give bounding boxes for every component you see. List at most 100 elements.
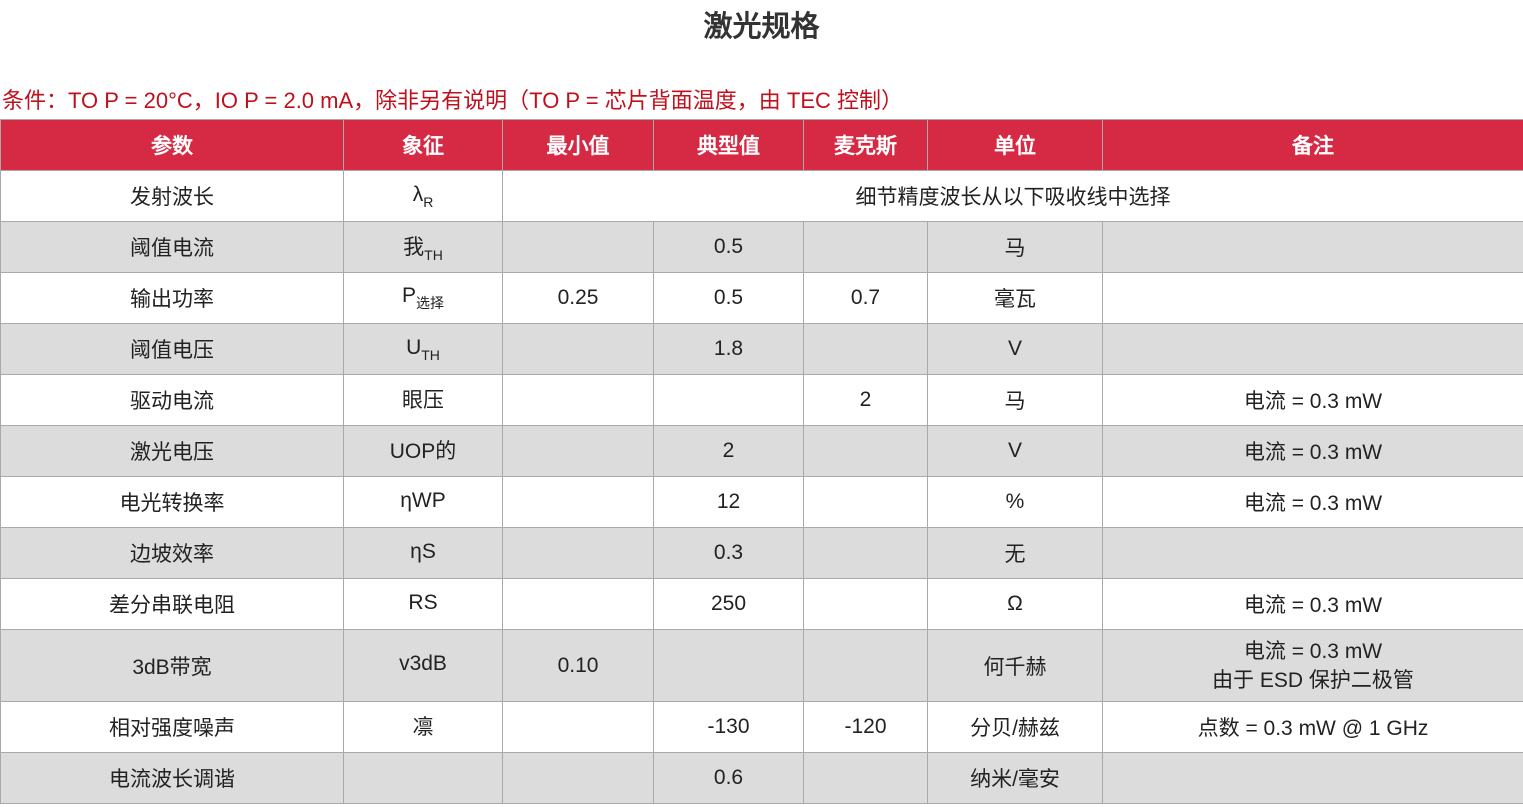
- cell-min: 0.25: [502, 272, 654, 324]
- table-row: 相对强度噪声 凛 -130 -120 分贝/赫兹 点数 = 0.3 mW @ 1…: [0, 701, 1523, 753]
- header-param: 参数: [0, 119, 344, 171]
- cell-typ: 0.3: [653, 527, 804, 579]
- cell-note: 电流 = 0.3 mW 由于 ESD 保护二极管: [1102, 629, 1523, 702]
- cell-typ: 250: [653, 578, 804, 630]
- symbol-main: ηWP: [400, 488, 446, 512]
- cell-typ: 0.5: [653, 221, 804, 273]
- cell-symbol: RS: [343, 578, 503, 630]
- cell-param: 驱动电流: [0, 374, 344, 426]
- symbol-main: 凛: [412, 716, 434, 739]
- table-row: 驱动电流 眼压 2 马 电流 = 0.3 mW: [0, 374, 1523, 426]
- cell-param: 差分串联电阻: [0, 578, 344, 630]
- cell-typ: 0.5: [653, 272, 804, 324]
- cell-note: 电流 = 0.3 mW: [1102, 425, 1523, 477]
- symbol-main: λ: [412, 182, 424, 206]
- symbol-subscript: 选择: [416, 294, 444, 311]
- cell-note: [1102, 323, 1523, 375]
- table-row: 激光电压 UOP的 2 V 电流 = 0.3 mW: [0, 425, 1523, 477]
- header-symbol: 象征: [343, 119, 503, 171]
- table-row: 输出功率 P选择 0.25 0.5 0.7 毫瓦: [0, 272, 1523, 324]
- cell-min: [502, 701, 654, 753]
- cell-symbol: P选择: [343, 272, 503, 324]
- cell-max: [803, 425, 928, 477]
- cell-unit: 无: [927, 527, 1103, 579]
- cell-param: 发射波长: [0, 170, 344, 222]
- symbol-main: 眼压: [402, 389, 444, 412]
- cell-note: 点数 = 0.3 mW @ 1 GHz: [1102, 701, 1523, 753]
- cell-min: [502, 425, 654, 477]
- cell-param: 电光转换率: [0, 476, 344, 528]
- cell-max: -120: [803, 701, 928, 753]
- cell-typ: [653, 374, 804, 426]
- header-max: 麦克斯: [803, 119, 928, 171]
- cell-typ: 2: [653, 425, 804, 477]
- note-line-1: 电流 = 0.3 mW: [1243, 639, 1383, 663]
- cell-max: [803, 476, 928, 528]
- cell-unit: 何千赫: [927, 629, 1103, 702]
- cell-param: 阈值电压: [0, 323, 344, 375]
- cell-note: 电流 = 0.3 mW: [1102, 476, 1523, 528]
- cell-note: [1102, 527, 1523, 579]
- symbol-main: ηS: [410, 539, 436, 563]
- cell-symbol: ηWP: [343, 476, 503, 528]
- cell-typ: 1.8: [653, 323, 804, 375]
- header-unit: 单位: [927, 119, 1103, 171]
- table-row: 电光转换率 ηWP 12 % 电流 = 0.3 mW: [0, 476, 1523, 528]
- cell-min: [502, 752, 654, 804]
- cell-symbol: UOP的: [343, 425, 503, 477]
- cell-typ: 12: [653, 476, 804, 528]
- cell-param: 边坡效率: [0, 527, 344, 579]
- cell-symbol: λR: [343, 170, 503, 222]
- table-row: 3dB带宽 v3dB 0.10 何千赫 电流 = 0.3 mW 由于 ESD 保…: [0, 629, 1523, 702]
- cell-min: [502, 221, 654, 273]
- table-row: 边坡效率 ηS 0.3 无: [0, 527, 1523, 579]
- cell-unit: V: [927, 425, 1103, 477]
- cell-max: [803, 323, 928, 375]
- cell-param: 输出功率: [0, 272, 344, 324]
- cell-max: [803, 527, 928, 579]
- cell-symbol: 眼压: [343, 374, 503, 426]
- symbol-main: v3dB: [399, 652, 447, 675]
- cell-param: 激光电压: [0, 425, 344, 477]
- symbol-subscript: TH: [424, 247, 443, 263]
- symbol-main: UOP的: [389, 440, 457, 463]
- cell-symbol: ηS: [343, 527, 503, 579]
- table-row: 阈值电流 我TH 0.5 马: [0, 221, 1523, 273]
- cell-max: 2: [803, 374, 928, 426]
- note-line-2: 由于 ESD 保护二极管: [1212, 668, 1414, 692]
- cell-param: 电流波长调谐: [0, 752, 344, 804]
- conditions-note: 条件：TO P = 20°C，IO P = 2.0 mA，除非另有说明（TO P…: [2, 88, 903, 113]
- cell-note: [1102, 272, 1523, 324]
- cell-unit: 马: [927, 374, 1103, 426]
- laser-spec-table: 参数 象征 最小值 典型值 麦克斯 单位 备注 发射波长 λR 细节精度波长从以…: [0, 119, 1523, 804]
- cell-param: 相对强度噪声: [0, 701, 344, 753]
- cell-param: 3dB带宽: [0, 629, 344, 702]
- cell-note: 电流 = 0.3 mW: [1102, 374, 1523, 426]
- symbol-subscript: R: [423, 193, 434, 210]
- cell-min: [502, 323, 654, 375]
- cell-typ: [653, 629, 804, 702]
- cell-symbol: v3dB: [343, 629, 503, 702]
- cell-unit: 分贝/赫兹: [927, 701, 1103, 753]
- cell-unit: 纳米/毫安: [927, 752, 1103, 804]
- page-title: 激光规格: [703, 11, 820, 43]
- cell-merged-description: 细节精度波长从以下吸收线中选择: [502, 170, 1523, 222]
- table-row: 阈值电压 UTH 1.8 V: [0, 323, 1523, 375]
- cell-unit: Ω: [927, 578, 1103, 630]
- cell-max: [803, 221, 928, 273]
- cell-typ: 0.6: [653, 752, 804, 804]
- cell-min: [502, 476, 654, 528]
- symbol-subscript: TH: [421, 346, 440, 363]
- cell-note: [1102, 221, 1523, 273]
- symbol-main: U: [406, 335, 422, 359]
- cell-min: [502, 527, 654, 579]
- header-min: 最小值: [502, 119, 654, 171]
- table-row: 发射波长 λR 细节精度波长从以下吸收线中选择: [0, 170, 1523, 222]
- cell-symbol: 凛: [343, 701, 503, 753]
- cell-symbol: UTH: [343, 323, 503, 375]
- header-typ: 典型值: [653, 119, 804, 171]
- header-note: 备注: [1102, 119, 1523, 171]
- cell-min: [502, 374, 654, 426]
- table-row: 差分串联电阻 RS 250 Ω 电流 = 0.3 mW: [0, 578, 1523, 630]
